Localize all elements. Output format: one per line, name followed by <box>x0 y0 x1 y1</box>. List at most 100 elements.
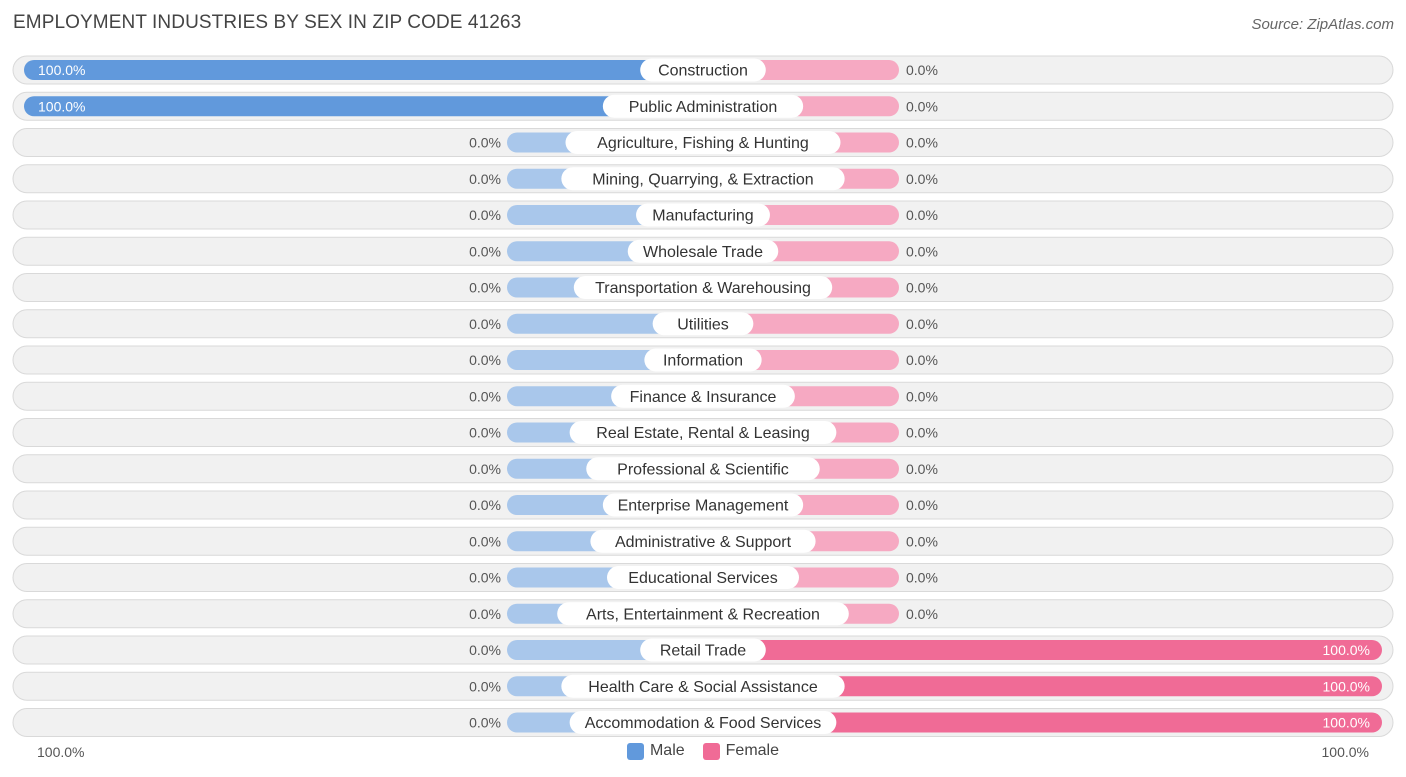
category-pill <box>607 566 799 589</box>
category-label: Construction <box>658 63 748 80</box>
female-value-label: 0.0% <box>906 171 938 187</box>
bar-row: 0.0% 0.0% Information <box>12 345 1394 375</box>
female-value-label: 0.0% <box>906 497 938 513</box>
bar-row: 100.0% 0.0% Construction <box>12 55 1394 85</box>
category-label: Transportation & Warehousing <box>595 280 811 297</box>
male-value-label: 100.0% <box>38 62 85 78</box>
bar-row: 0.0% 0.0% Arts, Entertainment & Recreation <box>12 599 1394 629</box>
axis-right-label: 100.0% <box>1321 744 1369 760</box>
bar-row: 0.0% 0.0% Mining, Quarrying, & Extraction <box>12 164 1394 194</box>
bar-row: 100.0% 0.0% Public Administration <box>12 91 1394 121</box>
male-bar <box>24 96 703 117</box>
male-value-label: 0.0% <box>469 280 501 296</box>
category-label: Wholesale Trade <box>643 244 763 261</box>
bar-row: 0.0% 0.0% Real Estate, Rental & Leasing <box>12 418 1394 447</box>
female-value-label: 0.0% <box>906 316 938 332</box>
male-value-label: 0.0% <box>469 352 501 368</box>
chart-canvas: 100.0% 0.0% Construction 100.0% 0.0% Public A… <box>12 55 1394 737</box>
category-label: Administrative & Support <box>615 534 792 551</box>
female-value-label: 100.0% <box>1323 715 1370 731</box>
male-bar <box>24 60 703 80</box>
male-value-label: 0.0% <box>469 715 501 731</box>
category-pill <box>627 239 779 263</box>
female-bar <box>703 712 1382 733</box>
category-label: Information <box>663 353 743 370</box>
female-value-label: 0.0% <box>906 570 938 586</box>
category-pill <box>602 493 804 517</box>
male-value-label: 0.0% <box>469 243 501 259</box>
bar-row: 0.0% 0.0% Professional & Scientific <box>12 454 1394 484</box>
legend-swatch-male <box>626 742 644 760</box>
female-value-label: 0.0% <box>906 243 938 259</box>
category-label: Retail Trade <box>660 643 746 660</box>
bar-row: 0.0% 0.0% Enterprise Management <box>12 490 1394 520</box>
female-value-label: 0.0% <box>906 98 938 114</box>
legend-item-male: Male <box>626 742 685 760</box>
bar-row: 0.0% 0.0% Transportation & Warehousing <box>12 273 1394 302</box>
category-label: Public Administration <box>629 99 778 116</box>
category-pill <box>569 711 837 734</box>
bar-row: 0.0% 0.0% Utilities <box>12 309 1394 339</box>
category-label: Finance & Insurance <box>630 389 777 406</box>
category-pill <box>561 167 845 191</box>
female-value-label: 0.0% <box>906 135 938 151</box>
category-pill <box>561 674 845 698</box>
bar-row: 0.0% 0.0% Educational Services <box>12 563 1394 592</box>
bar-row: 0.0% 100.0% Health Care & Social Assistanc… <box>12 671 1394 701</box>
category-label: Manufacturing <box>652 208 753 225</box>
axis-left-label: 100.0% <box>37 744 85 760</box>
legend-label-female: Female <box>725 742 780 759</box>
category-label: Mining, Quarrying, & Extraction <box>592 171 813 188</box>
male-value-label: 0.0% <box>469 678 501 694</box>
male-value-label: 0.0% <box>469 316 501 332</box>
male-value-label: 0.0% <box>469 171 501 187</box>
male-value-label: 0.0% <box>469 642 501 658</box>
male-value-label: 0.0% <box>469 135 501 151</box>
female-value-label: 100.0% <box>1323 678 1370 694</box>
chart-title: EMPLOYMENT INDUSTRIES BY SEX IN ZIP CODE… <box>13 12 522 33</box>
male-value-label: 0.0% <box>469 388 501 404</box>
category-pill <box>573 276 833 299</box>
female-value-label: 0.0% <box>906 461 938 477</box>
legend: Male Female <box>0 742 1406 760</box>
category-pill <box>644 348 762 372</box>
bar-row: 0.0% 100.0% Accommodation & Food Services <box>12 708 1394 737</box>
bar-row: 0.0% 0.0% Administrative & Support <box>12 526 1394 556</box>
category-label: Accommodation & Food Services <box>585 715 822 732</box>
male-value-label: 0.0% <box>469 606 501 622</box>
female-value-label: 100.0% <box>1323 642 1370 658</box>
female-value-label: 0.0% <box>906 606 938 622</box>
category-pill <box>611 384 795 408</box>
legend-item-female: Female <box>702 742 780 760</box>
category-pill <box>565 131 841 154</box>
category-pill <box>586 457 820 481</box>
category-label: Professional & Scientific <box>617 461 789 478</box>
category-pill <box>590 529 816 553</box>
legend-label-male: Male <box>649 742 685 759</box>
category-pill <box>636 203 770 227</box>
bar-row: 0.0% 0.0% Wholesale Trade <box>12 236 1394 266</box>
female-value-label: 0.0% <box>906 62 938 78</box>
category-label: Agriculture, Fishing & Hunting <box>597 135 809 152</box>
male-value-label: 0.0% <box>469 570 501 586</box>
male-value-label: 0.0% <box>469 461 501 477</box>
category-label: Enterprise Management <box>618 498 789 515</box>
male-value-label: 0.0% <box>469 207 501 223</box>
category-pill <box>557 602 849 626</box>
category-label: Real Estate, Rental & Leasing <box>596 425 809 442</box>
category-label: Educational Services <box>628 570 777 587</box>
female-value-label: 0.0% <box>906 352 938 368</box>
male-value-label: 0.0% <box>469 425 501 441</box>
category-label: Health Care & Social Assistance <box>588 679 818 696</box>
category-pill <box>569 421 837 444</box>
male-value-label: 100.0% <box>38 98 85 114</box>
female-value-label: 0.0% <box>906 388 938 404</box>
male-value-label: 0.0% <box>469 533 501 549</box>
category-pill <box>652 312 754 336</box>
bar-row: 0.0% 0.0% Finance & Insurance <box>12 381 1394 411</box>
male-value-label: 0.0% <box>469 497 501 513</box>
bar-row: 0.0% 0.0% Manufacturing <box>12 200 1394 230</box>
bar-row: 0.0% 100.0% Retail Trade <box>12 635 1394 665</box>
category-pill <box>602 94 804 118</box>
source-credit: Source: ZipAtlas.com <box>1251 16 1394 33</box>
